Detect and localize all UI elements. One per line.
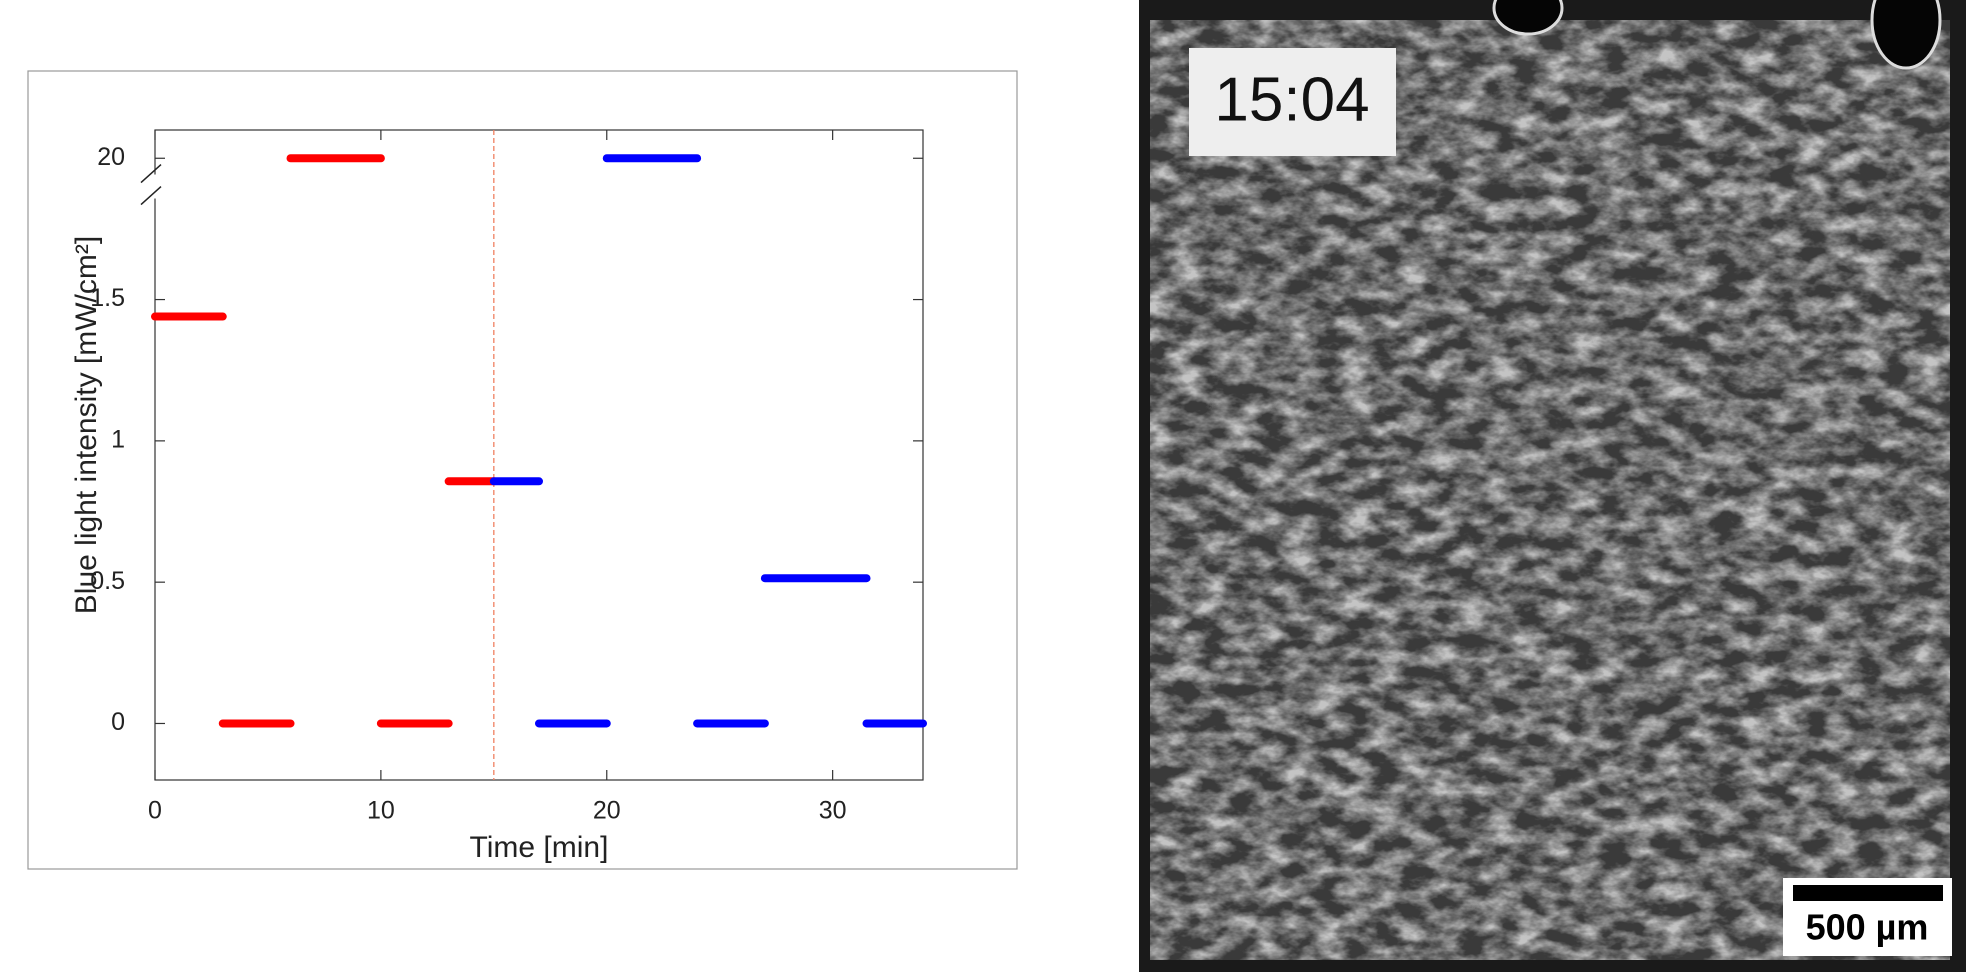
plot-area (154, 129, 924, 781)
x-axis-label: Time [min] (470, 831, 609, 864)
x-tick-label: 0 (148, 797, 162, 825)
image-texture (1150, 20, 1950, 960)
scale-bar-label: 500 µm (1806, 907, 1929, 948)
axis-break-gap (147, 174, 163, 199)
x-tick-label: 10 (367, 797, 395, 825)
y-tick-label: 1.5 (90, 284, 125, 312)
series-line (489, 154, 927, 728)
y-tick-label: 0 (111, 708, 125, 736)
y-tick-label: 20 (97, 143, 125, 171)
axis-break (140, 163, 162, 184)
timestamp-box (1189, 48, 1396, 156)
y-tick-label: 1 (111, 425, 125, 453)
image-hole (1870, 0, 1942, 70)
series-line (151, 154, 498, 728)
axis-break (140, 185, 162, 206)
chart-frame (27, 70, 1018, 870)
image-hole (1492, 0, 1564, 36)
x-tick-label: 20 (593, 797, 621, 825)
microscopy-image: 15:04 500 µm (1139, 0, 1966, 972)
y-tick-label: 0.5 (90, 567, 125, 595)
scale-bar (1793, 885, 1943, 901)
x-tick-label: 30 (819, 797, 847, 825)
timestamp: 15:04 (1214, 65, 1369, 134)
y-axis-label: Blue light intensity [mW/cm²] (70, 236, 103, 614)
